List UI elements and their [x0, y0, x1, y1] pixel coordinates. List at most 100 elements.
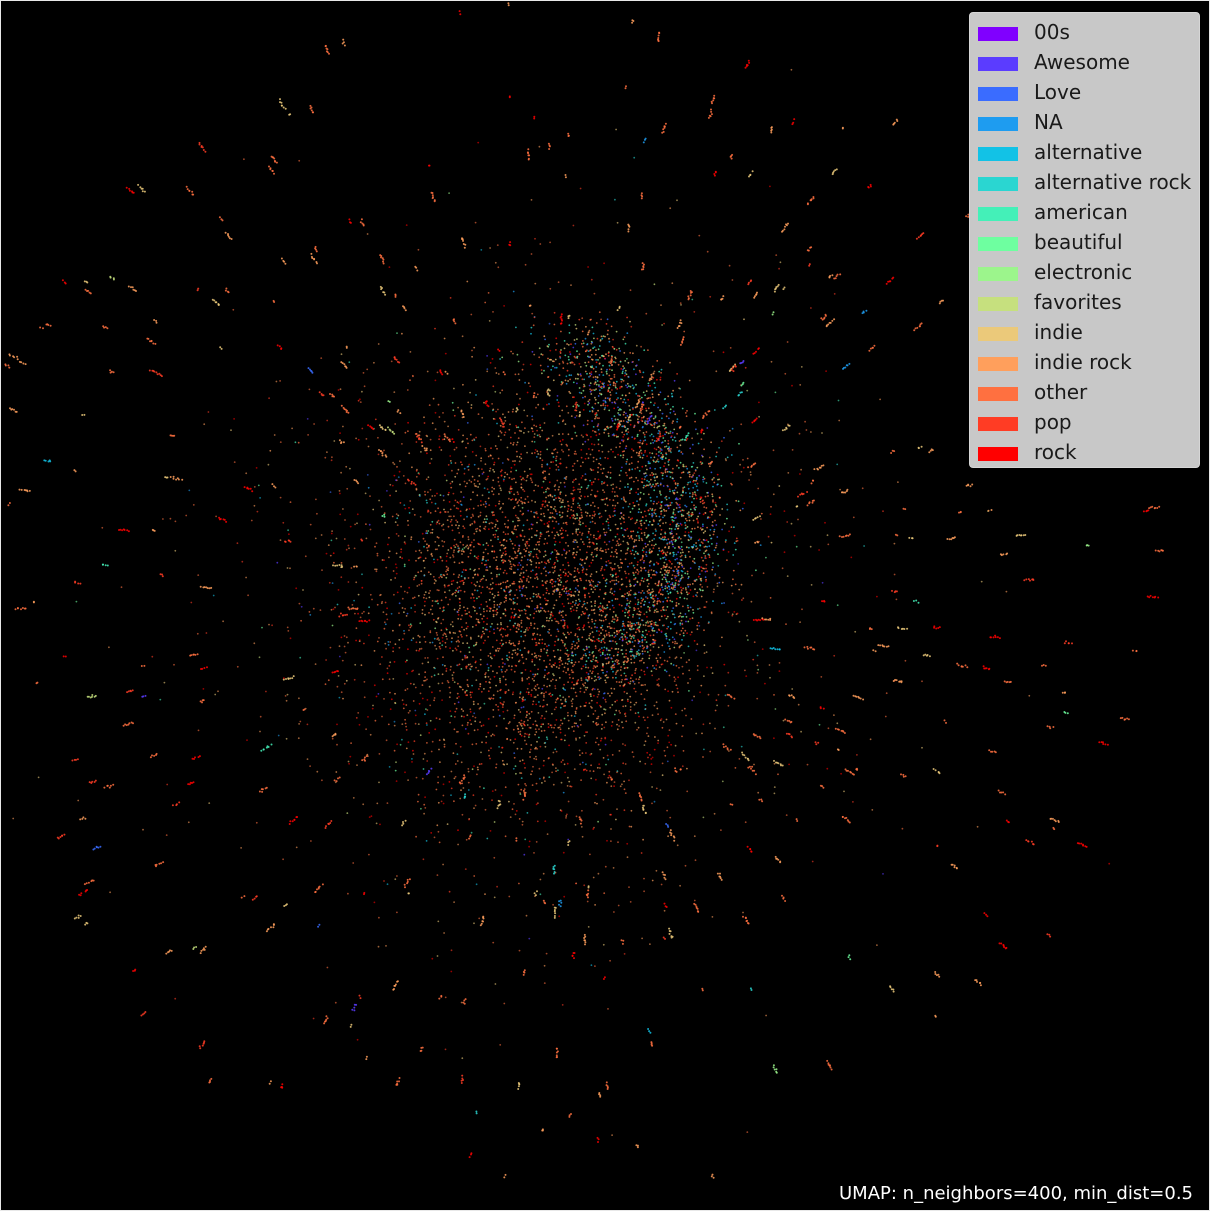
- scatter-point: [704, 495, 707, 498]
- scatter-point: [294, 441, 297, 444]
- scatter-point: [560, 719, 562, 722]
- scatter-point: [557, 649, 559, 651]
- scatter-point: [568, 744, 570, 747]
- scatter-point: [487, 292, 490, 294]
- scatter-point: [585, 671, 588, 674]
- scatter-point: [575, 532, 578, 534]
- scatter-point: [457, 545, 459, 547]
- scatter-point: [648, 625, 651, 627]
- scatter-point: [563, 627, 565, 629]
- scatter-point: [574, 324, 577, 326]
- scatter-point: [635, 373, 637, 376]
- scatter-point: [689, 495, 691, 498]
- scatter-point: [671, 563, 673, 565]
- scatter-point: [687, 682, 689, 684]
- scatter-point: [550, 695, 552, 698]
- scatter-point: [476, 494, 479, 497]
- scatter-point: [628, 503, 631, 505]
- scatter-point: [710, 441, 712, 444]
- scatter-point: [689, 583, 691, 586]
- scatter-point: [640, 412, 643, 415]
- scatter-point: [514, 652, 517, 654]
- scatter-point: [450, 787, 453, 790]
- scatter-point: [685, 415, 688, 418]
- scatter-point: [554, 580, 557, 583]
- scatter-point: [699, 501, 702, 503]
- scatter-point: [457, 701, 460, 704]
- scatter-point: [698, 588, 701, 590]
- scatter-point: [515, 450, 518, 453]
- scatter-point: [645, 621, 648, 624]
- scatter-point: [752, 658, 755, 661]
- scatter-point: [494, 504, 497, 507]
- scatter-point: [440, 449, 443, 451]
- scatter-point: [482, 627, 485, 629]
- scatter-point: [667, 538, 670, 540]
- scatter-point: [494, 533, 497, 536]
- scatter-point: [624, 634, 626, 637]
- scatter-point: [643, 484, 645, 487]
- scatter-point: [459, 510, 462, 513]
- scatter-point: [605, 662, 608, 665]
- scatter-point: [671, 395, 674, 398]
- scatter-point: [627, 594, 630, 597]
- scatter-point: [534, 577, 536, 580]
- scatter-point: [659, 391, 662, 394]
- scatter-point: [669, 504, 672, 506]
- scatter-point: [682, 724, 684, 727]
- scatter-point: [669, 476, 672, 478]
- scatter-point: [626, 458, 629, 461]
- scatter-point: [396, 591, 399, 594]
- scatter-point: [613, 583, 616, 586]
- scatter-point: [563, 644, 566, 647]
- scatter-point: [422, 596, 425, 599]
- scatter-point: [525, 579, 528, 582]
- scatter-point: [632, 501, 635, 504]
- scatter-point: [558, 591, 561, 594]
- scatter-point: [556, 620, 559, 623]
- scatter-point: [535, 555, 538, 558]
- scatter-point: [632, 413, 635, 416]
- scatter-point: [596, 737, 598, 739]
- scatter-point: [623, 336, 626, 338]
- scatter-point: [668, 542, 671, 545]
- scatter-point: [459, 589, 462, 592]
- scatter-point: [615, 380, 618, 383]
- scatter-point: [522, 566, 524, 568]
- scatter-point: [461, 463, 463, 466]
- scatter-point: [396, 517, 399, 520]
- scatter-point: [633, 609, 636, 612]
- scatter-point: [552, 571, 555, 574]
- scatter-point: [489, 652, 492, 655]
- scatter-point: [387, 543, 389, 546]
- scatter-point: [579, 366, 582, 368]
- scatter-point: [567, 681, 569, 683]
- scatter-point: [596, 661, 599, 664]
- scatter-point: [638, 676, 641, 679]
- scatter-point: [623, 398, 626, 401]
- scatter-point: [613, 713, 616, 716]
- scatter-point: [606, 318, 609, 321]
- scatter-point: [664, 578, 667, 581]
- scatter-point: [624, 607, 627, 610]
- scatter-point: [403, 611, 405, 614]
- scatter-point: [567, 714, 569, 717]
- scatter-point: [404, 535, 406, 538]
- scatter-point: [519, 589, 521, 592]
- scatter-point: [683, 567, 685, 570]
- scatter-point: [515, 481, 517, 484]
- scatter-point: [413, 596, 416, 599]
- scatter-point: [568, 358, 570, 361]
- scatter-point: [559, 569, 562, 571]
- scatter-point: [594, 600, 597, 603]
- scatter-point: [574, 356, 577, 359]
- scatter-point: [645, 519, 648, 522]
- scatter-point: [531, 770, 533, 773]
- scatter-point: [684, 524, 687, 527]
- scatter-point: [460, 618, 462, 621]
- scatter-point: [602, 577, 605, 579]
- scatter-point: [687, 585, 690, 588]
- scatter-point: [530, 473, 533, 476]
- scatter-point: [637, 607, 640, 610]
- scatter-point: [609, 377, 612, 380]
